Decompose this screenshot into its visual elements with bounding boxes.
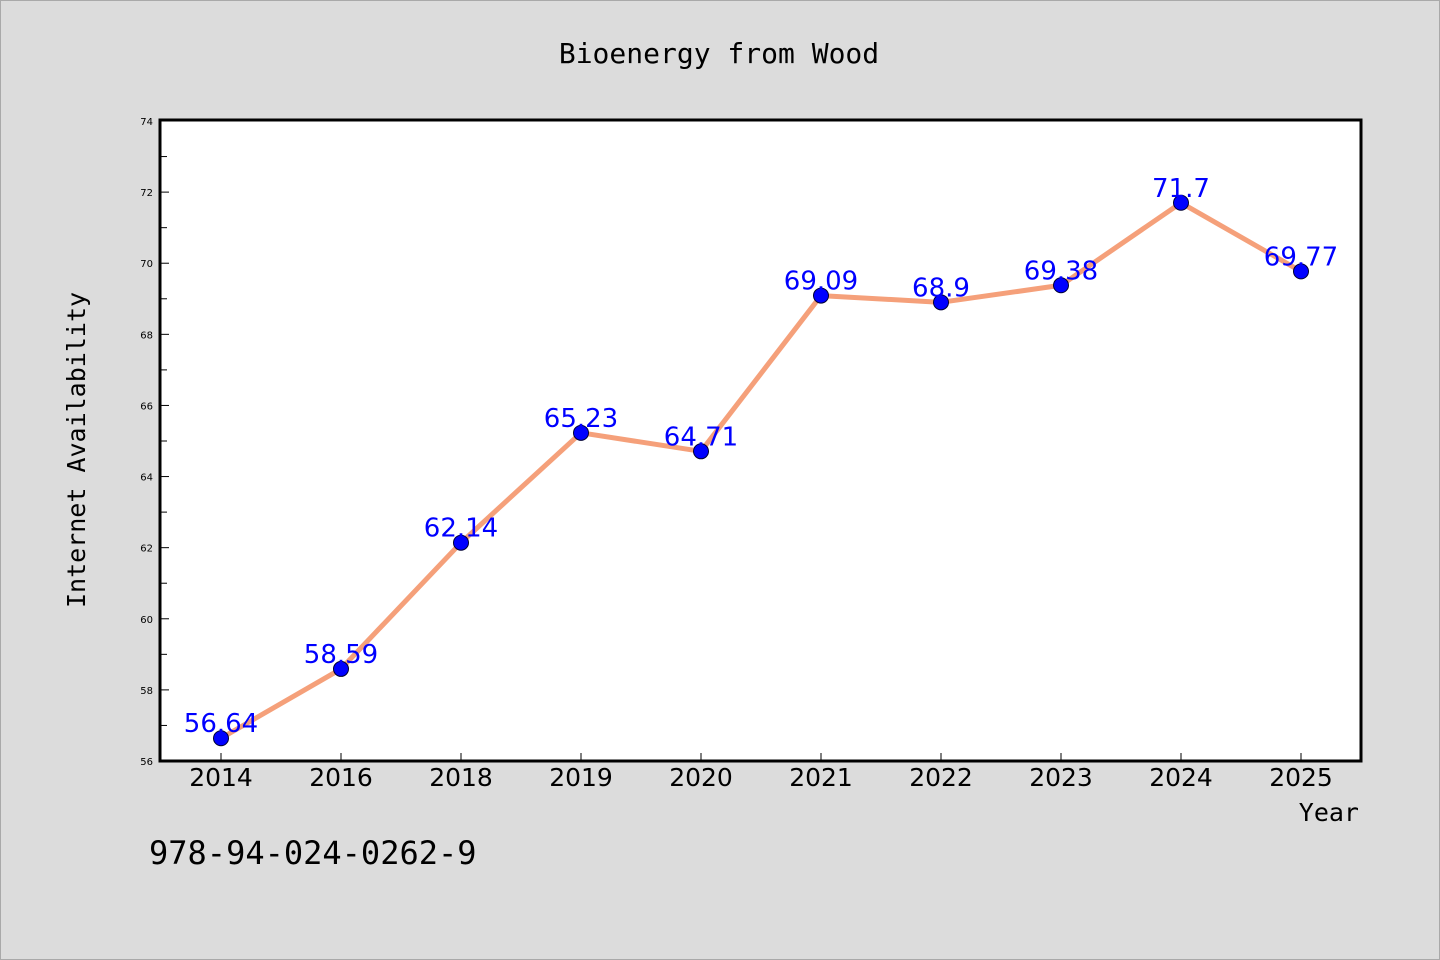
- data-label: 58.59: [304, 640, 378, 670]
- data-point: [693, 443, 709, 460]
- y-axis-label: Internet Availability: [62, 292, 91, 608]
- x-axis: 2014 2016 2018 2019 2020 2021 2022 2023 2024 2025: [189, 753, 1333, 792]
- data-label: 69.09: [784, 267, 858, 297]
- y-axis: 56 58 60 62 64 66 68 70 72 74: [140, 117, 169, 768]
- x-axis-label: Year: [1299, 798, 1359, 827]
- y-tick-label: 70: [140, 259, 153, 270]
- data-point: [213, 730, 229, 747]
- data-label: 68.9: [912, 273, 970, 303]
- y-tick-label: 74: [140, 117, 153, 128]
- y-tick-label: 72: [140, 188, 153, 199]
- data-point: [1293, 263, 1309, 280]
- data-label: 65.23: [544, 404, 618, 434]
- x-tick-label: 2019: [549, 763, 613, 792]
- data-point: [1173, 194, 1189, 211]
- footer-code: 978-94-024-0262-9: [149, 834, 477, 872]
- x-tick-label: 2025: [1269, 763, 1333, 792]
- data-point: [453, 534, 469, 551]
- x-tick-label: 2020: [669, 763, 733, 792]
- x-tick-label: 2024: [1149, 763, 1213, 792]
- data-point: [933, 294, 949, 311]
- data-point: [813, 287, 829, 304]
- data-point: [333, 660, 349, 677]
- series-line: [218, 200, 1304, 741]
- x-tick-label: 2021: [789, 763, 853, 792]
- y-tick-label: 56: [140, 757, 153, 768]
- data-label: 62.14: [424, 514, 498, 544]
- x-tick-label: 2014: [189, 763, 253, 792]
- y-tick-label: 64: [140, 473, 153, 484]
- data-label: 69.77: [1264, 242, 1338, 272]
- x-tick-label: 2022: [909, 763, 973, 792]
- data-label: 64.71: [664, 422, 738, 452]
- data-label: 56.64: [184, 709, 258, 739]
- data-markers: [213, 194, 1309, 747]
- x-tick-label: 2016: [309, 763, 373, 792]
- data-point: [573, 424, 589, 441]
- data-label: 71.7: [1152, 174, 1210, 204]
- y-tick-label: 66: [140, 401, 153, 412]
- y-tick-label: 62: [140, 544, 153, 555]
- data-labels: 56.64 58.59 62.14 65.23 64.71 69.09 68.9 69.38 7…: [184, 174, 1338, 739]
- plot-area: [158, 118, 1363, 763]
- y-tick-label: 68: [140, 330, 153, 341]
- y-tick-label: 58: [140, 686, 153, 697]
- data-point: [1053, 277, 1069, 294]
- x-tick-label: 2018: [429, 763, 493, 792]
- chart-title: Bioenergy from Wood: [559, 37, 879, 70]
- data-label: 69.38: [1024, 256, 1098, 286]
- x-tick-label: 2023: [1029, 763, 1093, 792]
- y-tick-label: 60: [140, 615, 153, 626]
